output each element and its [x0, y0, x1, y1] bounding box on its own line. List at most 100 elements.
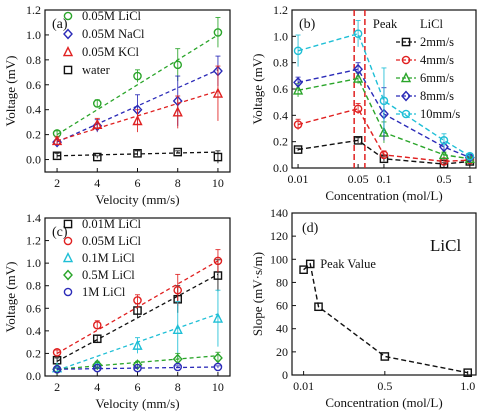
panel-b: 0.01 0.05 0.1 0.5 1 0.0 0.2 0.4 0.6 0.8 1.0 1.2 Conc… [250, 3, 477, 203]
trend-line [56, 260, 219, 354]
y-tick-label: 0.4 [273, 108, 288, 122]
x-tick-label: 0.01 [288, 172, 309, 186]
data-point [172, 323, 183, 335]
legend-marker [401, 37, 411, 47]
data-point [173, 147, 183, 157]
data-point [212, 352, 223, 364]
data-point [92, 99, 102, 108]
x-tick-label: 0.5 [436, 172, 451, 186]
legend-label: 0.05M KCl [82, 45, 139, 59]
panel-label: (c) [52, 225, 68, 240]
legend-label: 0.05M LiCl [82, 9, 142, 23]
x-tick-label: 2 [54, 176, 60, 190]
y-tick-label: 1.0 [26, 256, 41, 270]
data-point [92, 118, 103, 129]
x-tick-label: 8 [175, 176, 181, 190]
legend-label: 0.05M LiCl [82, 234, 142, 248]
data-point [379, 150, 389, 160]
y-tick-label: 0.8 [26, 279, 41, 293]
legend: LiCl 2mm/s 4mm/s 6mm/s 8mm/s 10mm/s [396, 17, 460, 121]
series-4 [52, 362, 223, 374]
data-point [133, 363, 142, 373]
y-tick-label: 1.2 [273, 3, 288, 17]
panel-label: (d) [302, 221, 319, 236]
y-tick-label: 1.2 [26, 3, 41, 17]
y-tick-label: 120 [270, 229, 288, 243]
data-point [213, 28, 223, 37]
data-point [172, 106, 183, 117]
series-line [297, 32, 471, 157]
panel-a: 2 4 6 8 10 0.0 0.2 0.4 0.6 0.8 1.0 1.2 Velocity (mm/… [3, 3, 231, 207]
series-0 [299, 259, 473, 377]
legend-marker [63, 269, 73, 281]
data-point [212, 87, 224, 98]
x-tick-label: 6 [135, 380, 141, 394]
legend-label: 2mm/s [420, 35, 454, 49]
legend-marker [63, 219, 73, 229]
data-point [292, 84, 304, 95]
y-tick-label: 0.2 [26, 128, 41, 142]
y-axis-label: Slope (mV·s/m) [250, 252, 265, 336]
y-tick-label: 1.2 [26, 234, 41, 248]
data-point [133, 149, 142, 158]
x-tick-label: 2 [54, 380, 60, 394]
legend-label: 4mm/s [420, 53, 454, 67]
legend-label: 8mm/s [420, 89, 454, 103]
y-tick-label: 40 [276, 322, 288, 336]
data-point [380, 352, 390, 361]
data-point [439, 141, 449, 153]
data-point [51, 134, 63, 146]
data-point [52, 347, 62, 357]
legend-marker [63, 287, 73, 297]
y-tick-label: 0.2 [26, 346, 41, 360]
legend-marker [63, 65, 73, 75]
data-point [213, 362, 223, 372]
legend-title: LiCl [420, 17, 443, 31]
y-tick-label: 60 [276, 299, 288, 313]
panel-label: (a) [52, 17, 68, 32]
series-2 [51, 65, 224, 146]
data-point [352, 72, 364, 83]
data-point [353, 136, 363, 145]
y-tick-label: 0 [282, 368, 288, 382]
peak-annotation: Peak [373, 17, 398, 31]
y-tick-label: 0.6 [273, 82, 288, 96]
plot-frame [291, 212, 477, 376]
data-point [353, 104, 363, 114]
legend: 0.05M LiCl 0.05M NaCl 0.05M KCl water [62, 9, 145, 77]
data-point [379, 96, 389, 106]
data-point [173, 60, 183, 70]
y-tick-label: 0.4 [26, 103, 41, 117]
y-tick-label: 0.6 [26, 301, 41, 315]
data-point [439, 136, 449, 145]
data-point [293, 145, 303, 154]
data-point [293, 76, 304, 88]
y-tick-label: 1.0 [26, 28, 41, 42]
data-point [293, 46, 303, 56]
x-tick-label: 1 [467, 172, 473, 186]
series-line [303, 262, 468, 374]
legend-label: water [82, 63, 111, 77]
legend-label: 10mm/s [420, 107, 460, 121]
data-point [212, 312, 224, 323]
data-point [52, 364, 62, 374]
data-point [173, 285, 183, 295]
data-point [314, 302, 323, 312]
data-point [92, 152, 102, 162]
data-point [133, 296, 142, 305]
y-tick-label: 20 [276, 345, 288, 359]
x-tick-label: 1.0 [460, 379, 475, 393]
legend-marker [400, 72, 412, 83]
panel-c: 2 4 6 8 10 0.0 0.2 0.4 0.6 0.8 1.0 1.2 1.4 Velocity (… [3, 211, 231, 411]
legend-marker [63, 28, 73, 40]
x-axis-label: Velocity (mm/s) [95, 192, 179, 207]
panel-d: 0.01 0.5 1.0 0 20 40 60 80 100 120 140 Concentratio… [250, 206, 477, 410]
data-point [293, 120, 303, 129]
data-point [173, 362, 183, 372]
y-tick-label: 140 [270, 206, 288, 220]
y-tick-label: 1.4 [26, 211, 41, 225]
legend-marker [62, 46, 74, 57]
legend-marker [62, 252, 74, 263]
data-point [305, 259, 315, 269]
legend-label: 0.5M LiCl [82, 268, 135, 282]
